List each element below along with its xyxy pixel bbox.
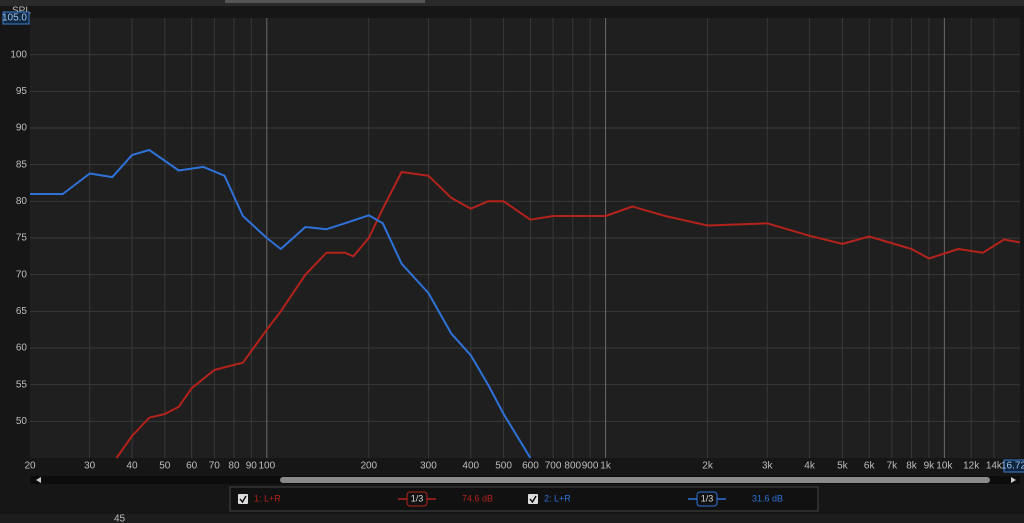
x-tick-label: 400	[462, 461, 479, 472]
series-line	[30, 149, 532, 459]
legend-smoothing-box[interactable]	[406, 491, 428, 507]
legend-label: 2: L+R	[544, 493, 571, 503]
y-tick-label: 65	[16, 306, 28, 317]
x-tick-label: 40	[126, 461, 138, 472]
limit-box	[2, 11, 30, 25]
scroll-right[interactable]	[1011, 477, 1016, 483]
x-tick-label: 2k	[702, 461, 714, 472]
x-tick-label: 20	[24, 461, 36, 472]
x-tick-label: 70	[209, 461, 221, 472]
legend-check	[529, 495, 537, 504]
x-tick-label: 4k	[804, 461, 816, 472]
scrollbar-thumb[interactable]	[280, 477, 990, 483]
x-tick-label: 12k	[963, 461, 980, 472]
x-tick-label: 5k	[837, 461, 849, 472]
legend-smoothing: 1/3	[411, 493, 424, 503]
x-tick-label: 7k	[887, 461, 899, 472]
legend-level: 31.6 dB	[752, 493, 783, 503]
y-tick-label: 80	[16, 196, 28, 207]
legend-bar	[229, 486, 819, 512]
y-tick-label: 70	[16, 269, 28, 280]
y-tick-label: 85	[16, 159, 28, 170]
x-tick-label: 16.72k	[1001, 461, 1024, 472]
legend-label: 1: L+R	[254, 493, 281, 503]
x-tick-label: 10k	[936, 461, 953, 472]
y-tick-label: 75	[16, 233, 28, 244]
x-tick-label: 8k	[906, 461, 918, 472]
y-tick-label: 90	[16, 123, 28, 134]
x-tick-label: 30	[84, 461, 96, 472]
legend-level: 74.6 dB	[462, 493, 493, 503]
x-tick-label: 900	[582, 461, 599, 472]
x-tick-label: 100	[258, 461, 275, 472]
x-tick-label: 300	[420, 461, 437, 472]
x-tick-label: 60	[186, 461, 198, 472]
legend-smoothing-box[interactable]	[696, 491, 718, 507]
x-tick-label: 800	[564, 461, 581, 472]
x-tick-label: 6k	[864, 461, 876, 472]
x-tick-label: 200	[360, 461, 377, 472]
lower-panel-label: 45	[114, 514, 126, 523]
x-tick-label: 600	[522, 461, 539, 472]
toolbar	[0, 0, 1024, 6]
x-tick-label: 500	[495, 461, 512, 472]
y-tick-label: 55	[16, 379, 28, 390]
y-axis-label: SPL	[12, 6, 31, 17]
x-tick-label: 3k	[762, 461, 774, 472]
scroll-left[interactable]	[36, 477, 41, 483]
x-tick-label: 9k	[924, 461, 936, 472]
limit-box	[1003, 459, 1024, 473]
y-tick-label: 60	[16, 343, 28, 354]
toolbar-slider[interactable]	[225, 0, 425, 3]
lower-panel	[0, 514, 1024, 523]
series-line	[115, 171, 1020, 459]
x-tick-label: 1k	[600, 461, 612, 472]
legend-smoothing: 1/3	[701, 493, 714, 503]
y-tick-label: 105.0	[2, 13, 27, 24]
x-tick-label: 50	[159, 461, 171, 472]
x-tick-label: 80	[228, 461, 240, 472]
x-tick-label: 14k	[986, 461, 1003, 472]
x-tick-label: 90	[246, 461, 258, 472]
x-tick-label: 700	[545, 461, 562, 472]
y-tick-label: 95	[16, 86, 28, 97]
y-tick-label: 50	[16, 416, 28, 427]
y-tick-label: 100	[10, 49, 27, 60]
legend-check	[239, 495, 247, 504]
